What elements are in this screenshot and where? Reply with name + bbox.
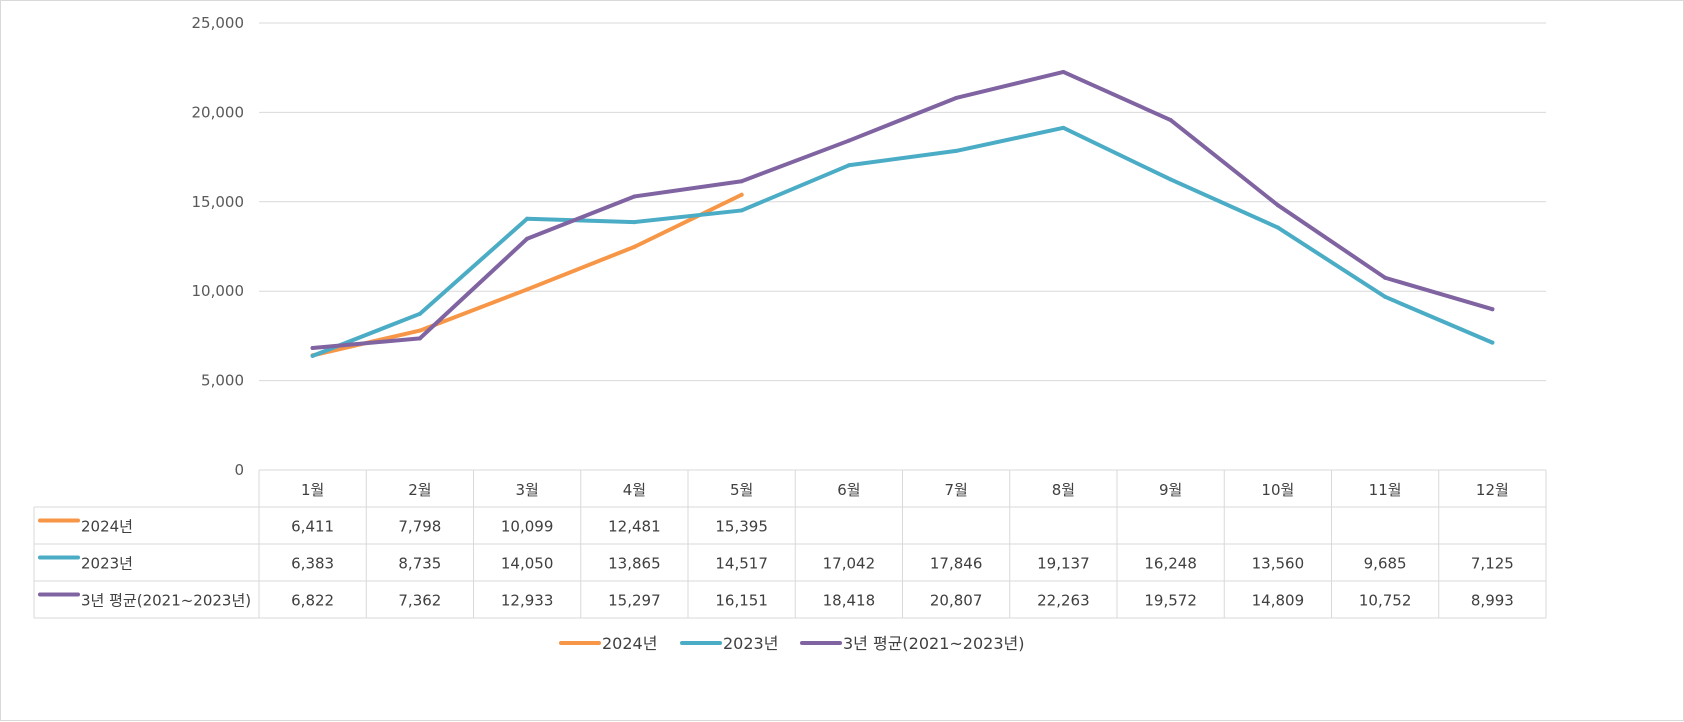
data-point <box>525 236 530 241</box>
table-row-label: 3년 평균(2021~2023년) <box>81 592 251 610</box>
legend-label: 2024년 <box>602 634 657 653</box>
y-tick-label: 5,000 <box>201 372 244 390</box>
data-table-value: 14,517 <box>715 555 768 573</box>
data-table-value: 7,798 <box>398 518 441 536</box>
data-point <box>632 244 637 249</box>
data-point <box>310 346 315 351</box>
x-category-label: 10월 <box>1261 481 1294 499</box>
data-table-value: 22,263 <box>1037 592 1090 610</box>
data-table-value: 19,572 <box>1144 592 1197 610</box>
x-category-label: 1월 <box>301 481 324 499</box>
data-point <box>525 287 530 292</box>
y-tick-label: 20,000 <box>192 103 245 121</box>
x-category-label: 4월 <box>623 481 646 499</box>
data-table-value: 12,933 <box>501 592 554 610</box>
data-point <box>632 194 637 199</box>
data-point <box>310 353 315 358</box>
data-point <box>846 138 851 143</box>
data-point <box>417 328 422 333</box>
data-point <box>739 179 744 184</box>
data-point <box>739 208 744 213</box>
data-point <box>954 148 959 153</box>
data-table-value: 16,151 <box>715 592 768 610</box>
data-table-value: 13,560 <box>1252 555 1305 573</box>
data-table-value: 15,395 <box>715 518 768 536</box>
data-point <box>632 220 637 225</box>
data-table-value: 14,050 <box>501 555 554 573</box>
x-category-label: 12월 <box>1476 481 1509 499</box>
data-point <box>1490 340 1495 345</box>
data-table-value: 7,125 <box>1471 555 1514 573</box>
x-category-label: 8월 <box>1052 481 1075 499</box>
data-point <box>846 163 851 168</box>
series-line <box>310 125 1495 358</box>
table-row-label: 2024년 <box>81 518 133 536</box>
data-table-value: 15,297 <box>608 592 661 610</box>
data-table-value: 8,993 <box>1471 592 1514 610</box>
series-line <box>310 69 1495 351</box>
data-table-value: 6,822 <box>291 592 334 610</box>
data-table-value: 6,411 <box>291 518 334 536</box>
data-table-value: 7,362 <box>398 592 441 610</box>
data-table-value: 13,865 <box>608 555 661 573</box>
data-table-value: 18,418 <box>823 592 876 610</box>
data-point <box>1275 203 1280 208</box>
data-table-value: 19,137 <box>1037 555 1090 573</box>
legend-label: 2023년 <box>723 634 778 653</box>
data-table-value: 17,846 <box>930 555 983 573</box>
data-point <box>954 95 959 100</box>
data-table-value: 10,099 <box>501 518 554 536</box>
data-table-value: 10,752 <box>1359 592 1412 610</box>
data-point <box>1383 294 1388 299</box>
data-table-value: 14,809 <box>1252 592 1305 610</box>
x-category-label: 6월 <box>837 481 860 499</box>
x-category-label: 5월 <box>730 481 753 499</box>
y-tick-label: 10,000 <box>192 282 245 300</box>
data-point <box>417 311 422 316</box>
x-category-label: 3월 <box>515 481 538 499</box>
data-table-value: 16,248 <box>1144 555 1197 573</box>
y-tick-label: 25,000 <box>192 14 245 32</box>
data-point <box>1275 225 1280 230</box>
data-point <box>1168 118 1173 123</box>
data-point <box>1490 307 1495 312</box>
data-point <box>1383 275 1388 280</box>
x-category-label: 11월 <box>1369 481 1402 499</box>
data-point <box>1061 125 1066 130</box>
data-table-value: 12,481 <box>608 518 661 536</box>
data-point <box>525 216 530 221</box>
y-tick-label: 15,000 <box>192 193 245 211</box>
data-table-value: 9,685 <box>1364 555 1407 573</box>
data-table-value: 8,735 <box>398 555 441 573</box>
x-category-label: 9월 <box>1159 481 1182 499</box>
x-category-label: 2월 <box>408 481 431 499</box>
data-table-value: 20,807 <box>930 592 983 610</box>
data-point <box>417 336 422 341</box>
table-row-label: 2023년 <box>81 555 133 573</box>
data-point <box>1168 177 1173 182</box>
data-table-value: 6,383 <box>291 555 334 573</box>
data-table-value: 17,042 <box>823 555 876 573</box>
legend-label: 3년 평균(2021~2023년) <box>843 634 1024 653</box>
y-tick-label: 0 <box>234 461 244 479</box>
x-category-label: 7월 <box>944 481 967 499</box>
data-point <box>739 192 744 197</box>
data-point <box>1061 69 1066 74</box>
